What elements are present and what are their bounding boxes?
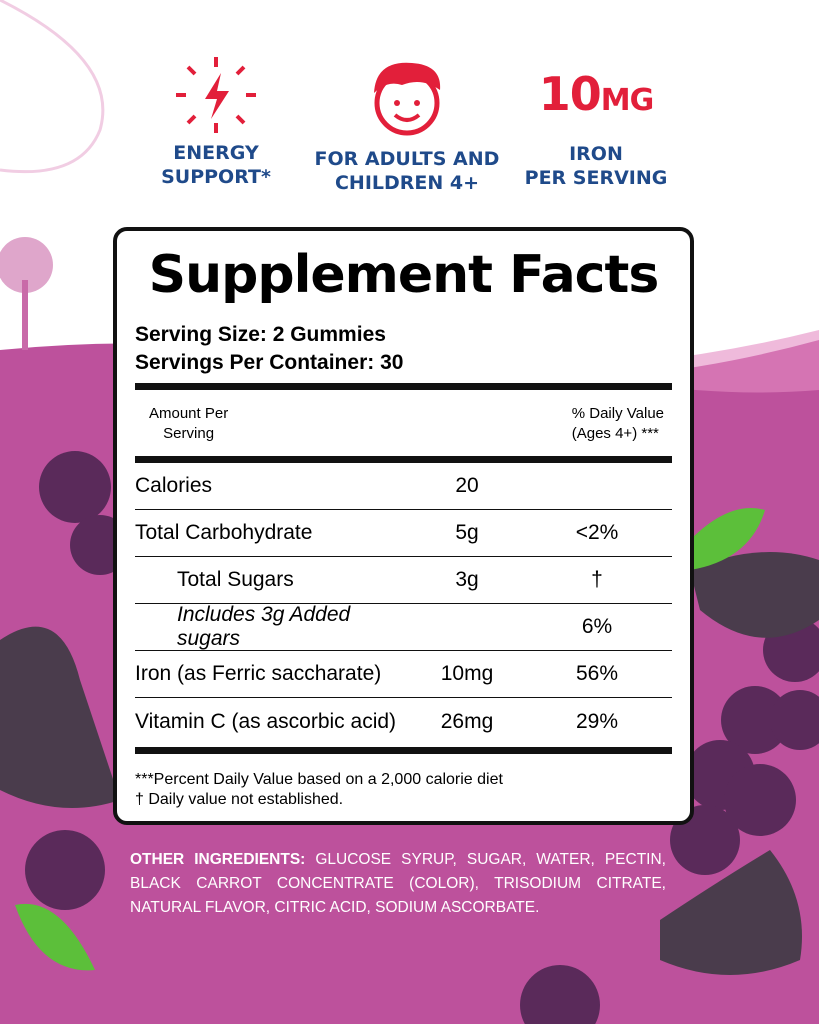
servings-per-container: Servings Per Container: 30 <box>135 351 404 374</box>
table-row: Calories 20 <box>135 463 672 510</box>
table-row: Total Sugars 3g † <box>135 557 672 604</box>
badge-line-1: FOR ADULTS AND <box>314 148 500 170</box>
label-title: Supplement Facts <box>148 245 660 305</box>
nutrient-amount: 10mg <box>440 662 494 685</box>
dv-header-2: (Ages 4+) *** <box>571 425 659 442</box>
nutrient-amount: 20 <box>455 474 479 497</box>
ingredients-heading: OTHER INGREDIENTS: <box>130 851 306 868</box>
tree-icon <box>0 237 53 350</box>
nutrient-name: Calories <box>135 474 213 497</box>
badge-line-1: IRON <box>569 143 623 165</box>
amount-header-2: Serving <box>163 425 215 442</box>
badge-adults-children: FOR ADULTS AND CHILDREN 4+ <box>307 55 507 195</box>
divider <box>135 383 672 390</box>
serving-size: Serving Size: 2 Gummies <box>135 323 386 346</box>
badge-iron: 10MG IRON PER SERVING <box>496 55 696 190</box>
iron-amount: 10MG <box>538 67 655 121</box>
badge-line-1: ENERGY <box>173 142 259 164</box>
badge-line-2: CHILDREN 4+ <box>334 172 480 194</box>
ingredients-text: GLUCOSE SYRUP, SUGAR, WATER, PECTIN, BLA… <box>130 851 666 916</box>
nutrient-name: Total Sugars <box>177 568 294 591</box>
badge-energy: ENERGY SUPPORT* <box>116 55 316 189</box>
nutrient-amount: 26mg <box>440 709 494 733</box>
divider <box>135 456 672 463</box>
nutrient-dv: 6% <box>581 615 613 638</box>
nutrient-amount: 3g <box>455 568 479 591</box>
table-header: Amount Per Serving % Daily Value (Ages 4+)… <box>135 390 672 456</box>
nutrient-name: Total Carbohydrate <box>135 521 313 544</box>
table-row: Iron (as Ferric saccharate) 10mg 56% <box>135 651 672 698</box>
child-face-icon <box>374 62 441 136</box>
nutrient-name: Vitamin C (as ascorbic acid) <box>135 709 397 733</box>
nutrient-dv: <2% <box>575 521 619 544</box>
nutrient-dv: 56% <box>575 662 619 685</box>
leaf-icon <box>15 508 765 971</box>
dv-header: % Daily Value <box>571 405 664 422</box>
supplement-facts-label: Supplement Facts Serving Size: 2 Gummies… <box>113 227 694 825</box>
amount-header: Amount Per <box>149 405 229 422</box>
table-row: Total Carbohydrate 5g <2% <box>135 510 672 557</box>
nutrient-amount: 5g <box>455 521 479 544</box>
nutrient-name: Includes 3g Added sugars <box>177 603 351 650</box>
badge-line-2: PER SERVING <box>524 167 668 189</box>
lightning-bolt-icon <box>176 57 256 133</box>
table-row: Includes 3g Added sugars 6% <box>135 603 672 651</box>
table-row: Vitamin C (as ascorbic acid) 26mg 29% <box>135 698 672 745</box>
divider <box>135 747 672 754</box>
grape-icon <box>25 451 819 1024</box>
nutrient-dv: † <box>591 568 603 591</box>
footnote-not-established: † Daily value not established. <box>135 791 344 808</box>
nutrient-name: Iron (as Ferric saccharate) <box>135 662 382 685</box>
nutrient-dv: 29% <box>575 709 619 733</box>
gummy-icon <box>0 552 819 975</box>
footnote-daily-value: ***Percent Daily Value based on a 2,000 … <box>135 771 503 788</box>
other-ingredients: OTHER INGREDIENTS: GLUCOSE SYRUP, SUGAR,… <box>130 848 666 920</box>
badge-line-2: SUPPORT* <box>161 166 271 188</box>
